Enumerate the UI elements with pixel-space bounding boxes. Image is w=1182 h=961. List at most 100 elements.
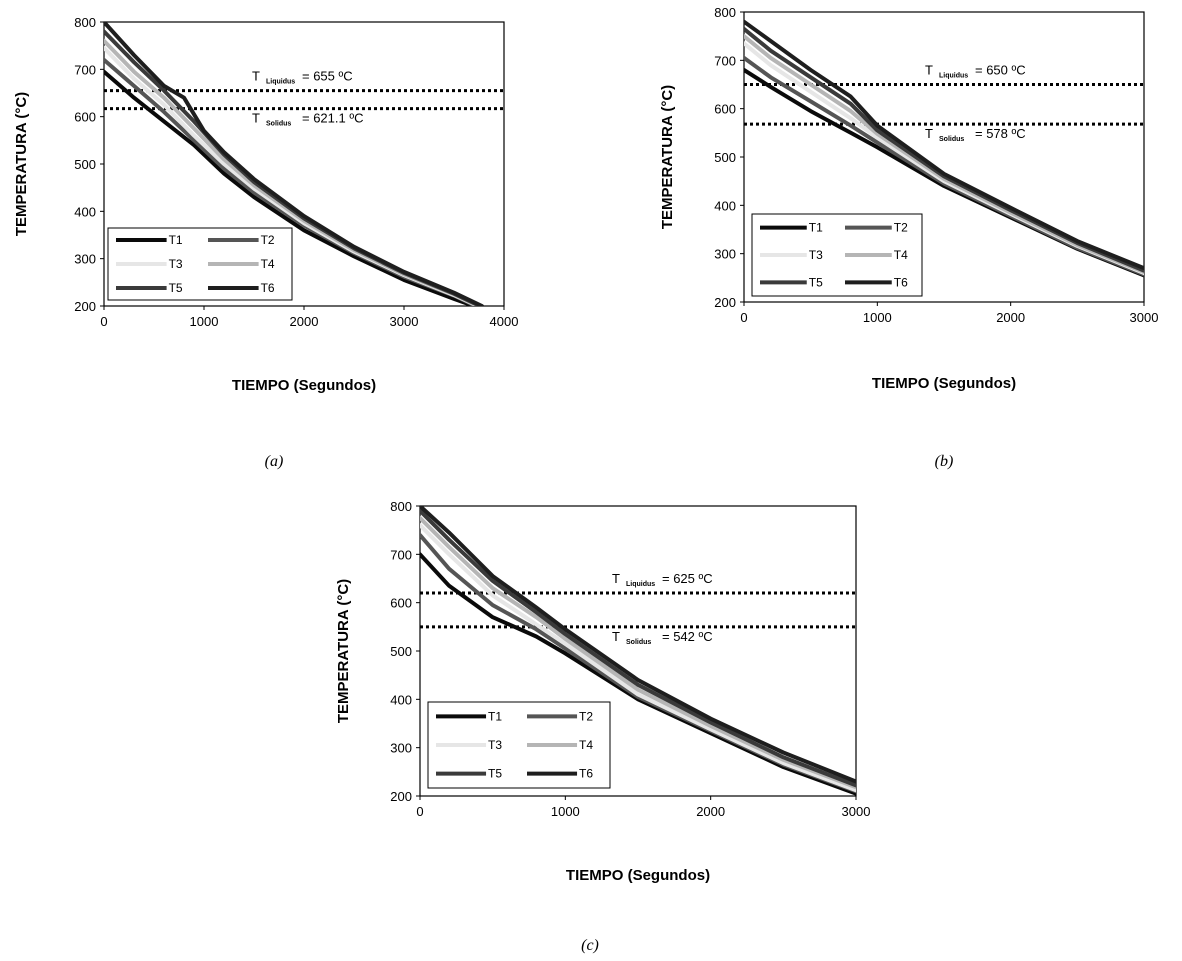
reference-label-value: = 578 ºC (975, 126, 1026, 141)
reference-label-subscript: Liquidus (266, 79, 295, 86)
y-tick-label: 800 (74, 15, 96, 30)
legend-label-t4: T4 (894, 248, 908, 262)
x-tick-label: 0 (740, 310, 747, 325)
reference-line-label: T Liquidus = 655 ºC (252, 69, 353, 86)
series-line-t6 (744, 19, 1144, 271)
legend-label-t3: T3 (169, 257, 183, 271)
legend-label-t3: T3 (488, 738, 502, 752)
series-line-t4 (420, 516, 856, 790)
chart-caption: (c) (581, 937, 599, 954)
legend-label-t5: T5 (488, 767, 502, 781)
y-tick-label: 400 (390, 692, 412, 707)
legend-label-t2: T2 (894, 221, 908, 235)
y-tick-label: 200 (714, 295, 736, 310)
reference-label-subscript: Solidus (266, 121, 291, 128)
x-tick-label: 4000 (490, 314, 519, 329)
reference-line-label: T Solidus = 542 ºC (612, 629, 713, 646)
reference-label-subscript: Liquidus (939, 73, 968, 80)
x-tick-label: 2000 (696, 804, 725, 819)
legend-label-t6: T6 (261, 281, 275, 295)
x-tick-label: 3000 (842, 804, 871, 819)
legend-label-t3: T3 (809, 248, 823, 262)
series-line-t1 (420, 552, 856, 796)
legend-label-t5: T5 (169, 281, 183, 295)
series-line-t6 (104, 22, 484, 306)
y-axis-label: TEMPERATURA (°C) (13, 92, 30, 236)
series-line-t5 (420, 508, 856, 788)
reference-label-prefix: T (925, 126, 933, 141)
y-tick-label: 300 (714, 247, 736, 262)
reference-label-value: = 625 ºC (662, 571, 713, 586)
legend: T1 T2 T3 T4 T5 T6 (427, 701, 611, 789)
y-tick-label: 700 (74, 62, 96, 77)
series-line-t3 (420, 523, 856, 793)
y-tick-label: 700 (714, 53, 736, 68)
y-tick-label: 200 (74, 299, 96, 314)
legend-label-t2: T2 (579, 709, 593, 723)
y-tick-label: 200 (390, 789, 412, 804)
reference-label-subscript: Liquidus (626, 581, 655, 588)
legend-label-t4: T4 (261, 257, 275, 271)
chart-caption: (b) (935, 453, 954, 470)
legend-label-t4: T4 (579, 738, 593, 752)
x-tick-label: 1000 (863, 310, 892, 325)
legend-label-t2: T2 (261, 233, 275, 247)
x-tick-label: 2000 (290, 314, 319, 329)
reference-label-prefix: T (925, 63, 933, 78)
series-group (420, 506, 856, 796)
legend-label-t6: T6 (894, 275, 908, 289)
y-axis-label: TEMPERATURA (°C) (659, 85, 676, 229)
y-tick-label: 600 (74, 110, 96, 125)
reference-line-label: T Liquidus = 650 ºC (925, 63, 1026, 80)
reference-line-label: T Liquidus = 625 ºC (612, 571, 713, 588)
chart-b: T Liquidus = 650 ºC T Solidus = 578 ºC 0 1000 20… (659, 5, 1158, 470)
x-axis-label: TIEMPO (Segundos) (566, 867, 710, 884)
x-axis-label: TIEMPO (Segundos) (872, 375, 1016, 392)
series-group (744, 19, 1144, 278)
legend: T1 T2 T3 T4 T5 T6 (751, 213, 923, 297)
legend-label-t1: T1 (809, 221, 823, 235)
reference-line-label: T Solidus = 621.1 ºC (252, 111, 363, 128)
chart-c: T Liquidus = 625 ºC T Solidus = 542 ºC 0 1000 20… (335, 499, 870, 954)
series-group (104, 22, 484, 306)
legend-label-t5: T5 (809, 275, 823, 289)
y-axis-label: TEMPERATURA (°C) (335, 579, 352, 723)
series-line-t1 (104, 69, 476, 306)
y-tick-label: 800 (390, 499, 412, 514)
y-tick-label: 300 (390, 741, 412, 756)
reference-label-subscript: Solidus (626, 639, 651, 646)
x-tick-label: 2000 (996, 310, 1025, 325)
chart-caption: (a) (265, 453, 284, 470)
x-tick-label: 1000 (551, 804, 580, 819)
legend-label-t6: T6 (579, 767, 593, 781)
y-tick-label: 300 (74, 252, 96, 267)
reference-label-prefix: T (612, 571, 620, 586)
x-tick-label: 3000 (1130, 310, 1159, 325)
y-tick-label: 400 (714, 198, 736, 213)
reference-label-prefix: T (252, 111, 260, 126)
legend: T1 T2 T3 T4 T5 T6 (107, 227, 293, 301)
chart-a: T Liquidus = 655 ºC T Solidus = 621.1 ºC 0 1000… (13, 15, 518, 470)
y-tick-label: 500 (74, 157, 96, 172)
legend-label-t1: T1 (169, 233, 183, 247)
y-tick-label: 400 (74, 204, 96, 219)
x-tick-label: 1000 (190, 314, 219, 329)
x-axis-label: TIEMPO (Segundos) (232, 377, 376, 394)
reference-label-value: = 621.1 ºC (302, 111, 363, 126)
y-tick-label: 600 (390, 596, 412, 611)
reference-label-prefix: T (612, 629, 620, 644)
reference-line-label: T Solidus = 578 ºC (925, 126, 1026, 143)
y-tick-label: 500 (390, 644, 412, 659)
x-tick-label: 0 (100, 314, 107, 329)
y-tick-label: 500 (714, 150, 736, 165)
legend-label-t1: T1 (488, 709, 502, 723)
reference-label-prefix: T (252, 69, 260, 84)
x-tick-label: 3000 (390, 314, 419, 329)
reference-label-value: = 650 ºC (975, 63, 1026, 78)
y-tick-label: 700 (390, 547, 412, 562)
y-tick-label: 600 (714, 102, 736, 117)
y-tick-label: 800 (714, 5, 736, 20)
reference-label-subscript: Solidus (939, 136, 964, 143)
reference-label-value: = 542 ºC (662, 629, 713, 644)
